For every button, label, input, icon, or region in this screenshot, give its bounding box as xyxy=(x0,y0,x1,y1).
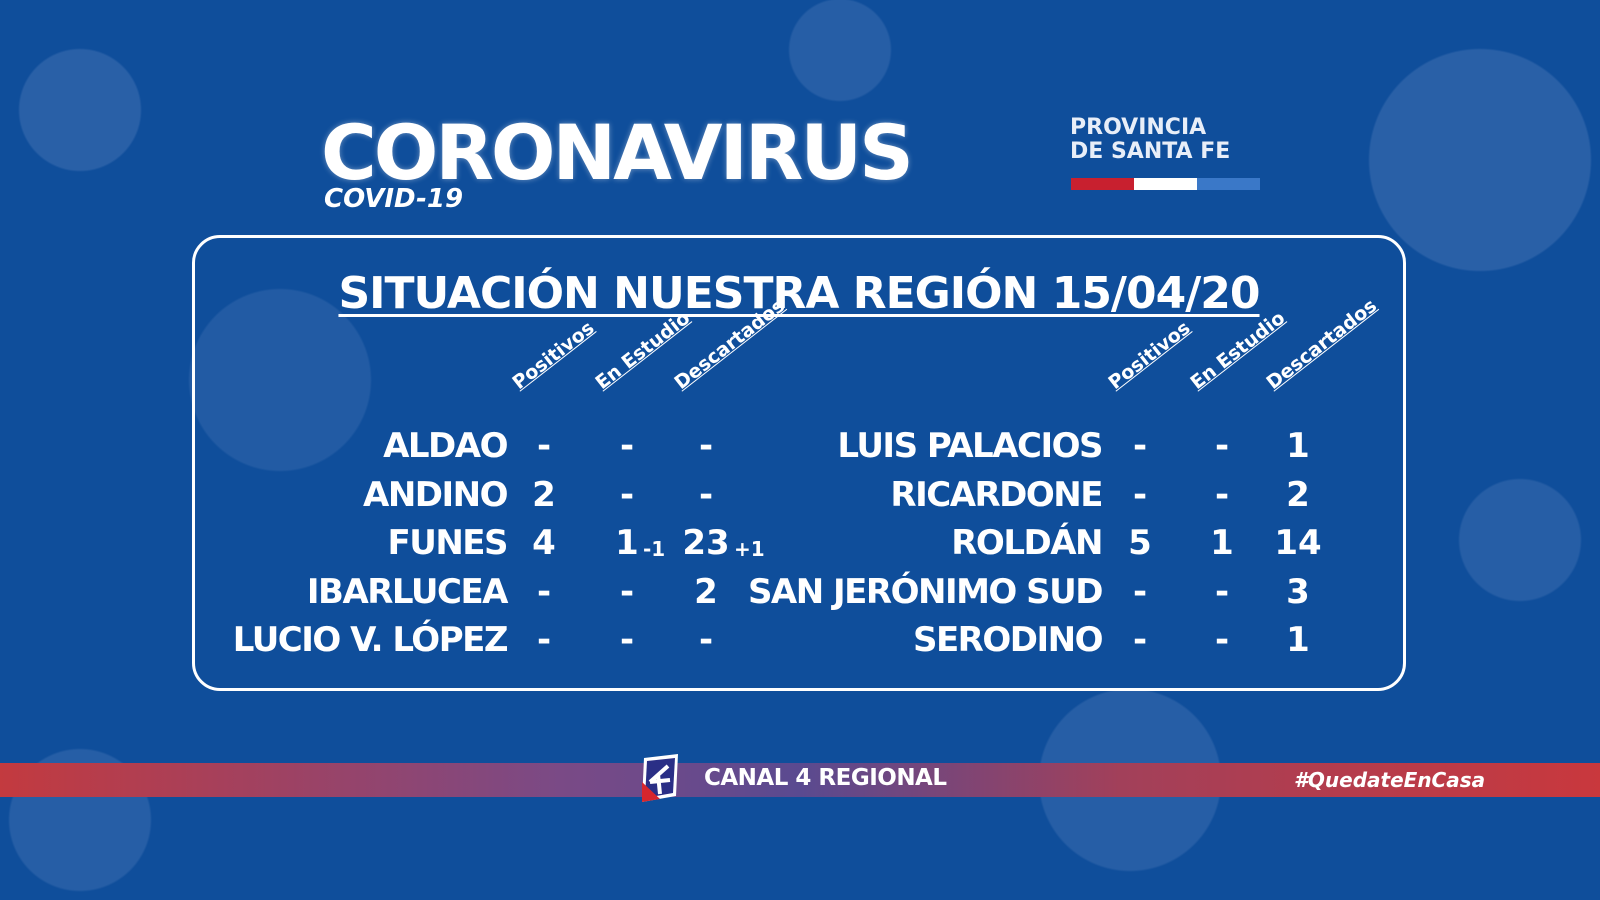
cell-delta-descartados: +1 xyxy=(734,537,765,561)
cell-descartados: - xyxy=(698,620,714,660)
cell-descartados: 2 xyxy=(694,572,718,612)
province-flag-bar xyxy=(1071,178,1260,190)
cell-en-estudio: - xyxy=(1214,475,1230,515)
cell-positivos: - xyxy=(1132,620,1148,660)
row-name: LUIS PALACIOS xyxy=(837,426,1103,466)
cell-positivos: - xyxy=(536,620,552,660)
cell-en-estudio: - xyxy=(619,620,635,660)
cell-en-estudio: - xyxy=(1214,426,1230,466)
province-line1: PROVINCIA xyxy=(1070,115,1207,140)
cell-positivos: - xyxy=(1132,426,1148,466)
cell-positivos: - xyxy=(536,426,552,466)
row-name: LUCIO V. LÓPEZ xyxy=(232,620,509,660)
cell-descartados: 2 xyxy=(1286,475,1310,515)
row-name: ALDAO xyxy=(383,426,508,466)
province-line2: DE SANTA FE xyxy=(1070,139,1231,164)
cell-positivos: - xyxy=(1132,475,1148,515)
cell-descartados: 23 xyxy=(682,523,730,563)
cell-en-estudio: - xyxy=(619,426,635,466)
cell-en-estudio: 1 xyxy=(615,523,639,563)
row-name: SERODINO xyxy=(912,620,1104,660)
hashtag: #QuedateEnCasa xyxy=(1294,768,1486,792)
channel-name: CANAL 4 REGIONAL xyxy=(704,765,947,791)
row-name: RICARDONE xyxy=(890,475,1103,515)
row-name: IBARLUCEA xyxy=(306,572,509,612)
cell-delta-en-estudio: -1 xyxy=(643,537,666,561)
cell-en-estudio: 1 xyxy=(1210,523,1234,563)
cell-positivos: 4 xyxy=(532,523,556,563)
cell-positivos: - xyxy=(536,572,552,612)
coronavirus-logo: CORONAVIRUS xyxy=(321,108,914,197)
row-name: SAN JERÓNIMO SUD xyxy=(747,572,1104,612)
cell-en-estudio: - xyxy=(619,572,635,612)
cell-descartados: - xyxy=(698,475,714,515)
row-name: FUNES xyxy=(387,523,508,563)
cell-en-estudio: - xyxy=(1214,572,1230,612)
cell-positivos: 2 xyxy=(532,475,556,515)
province-logo: PROVINCIA DE SANTA FE xyxy=(1070,116,1270,164)
canal4-logo-icon xyxy=(642,754,678,802)
cell-positivos: - xyxy=(1132,572,1148,612)
cell-en-estudio: - xyxy=(619,475,635,515)
covid-subtitle: COVID-19 xyxy=(324,184,464,214)
cell-descartados: 1 xyxy=(1286,620,1310,660)
cell-positivos: 5 xyxy=(1128,523,1152,563)
cell-descartados: 14 xyxy=(1274,523,1322,563)
cell-descartados: 3 xyxy=(1286,572,1310,612)
row-name: ROLDÁN xyxy=(951,523,1103,563)
page-title: SITUACIÓN NUESTRA REGIÓN 15/04/20 xyxy=(338,268,1260,319)
cell-descartados: - xyxy=(698,426,714,466)
row-name: ANDINO xyxy=(363,475,509,515)
table-frame xyxy=(192,235,1406,691)
footer-band xyxy=(0,763,1600,797)
cell-descartados: 1 xyxy=(1286,426,1310,466)
cell-en-estudio: - xyxy=(1214,620,1230,660)
